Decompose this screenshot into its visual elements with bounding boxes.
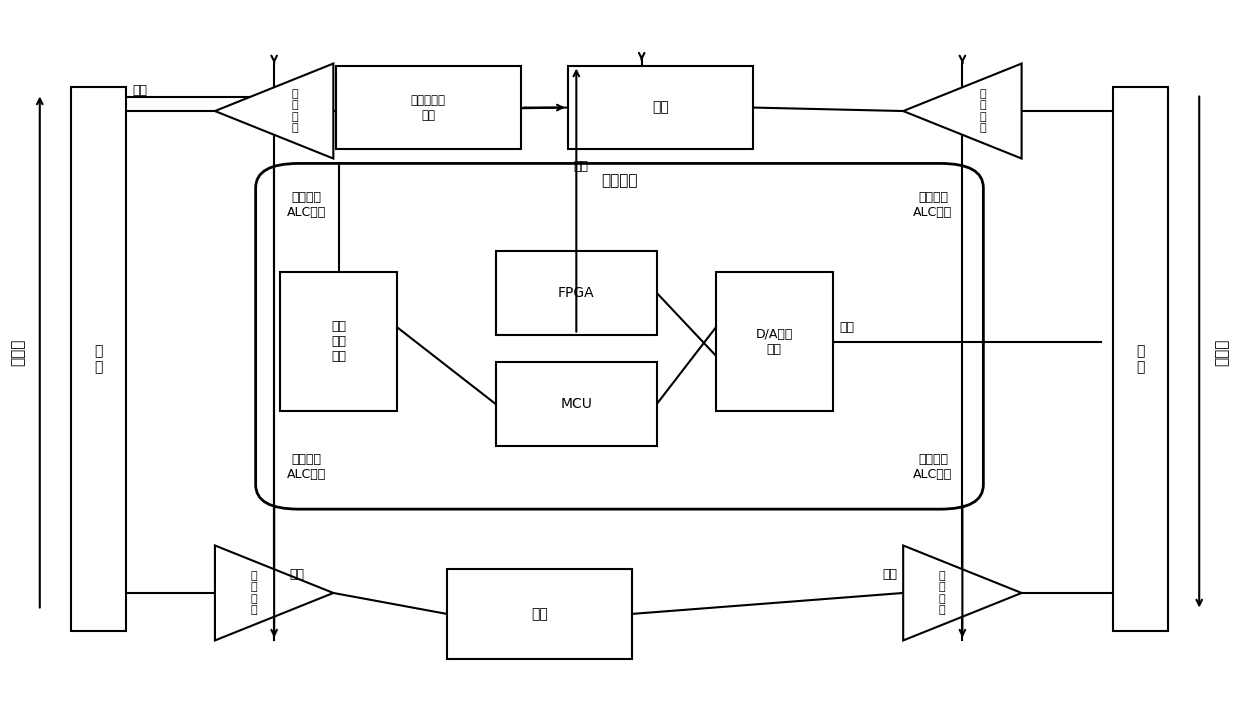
Bar bbox=[1113, 87, 1168, 631]
Text: 单时隙衰减
模块: 单时隙衰减 模块 bbox=[411, 94, 446, 122]
Text: MCU: MCU bbox=[560, 397, 592, 411]
Text: 下
行
低
噪: 下 行 低 噪 bbox=[250, 570, 256, 615]
Text: 重发端: 重发端 bbox=[1214, 339, 1229, 365]
Text: 检测: 检测 bbox=[574, 161, 589, 173]
Bar bbox=[496, 363, 657, 446]
Bar bbox=[447, 569, 632, 660]
Text: D/A控制
电路: D/A控制 电路 bbox=[756, 327, 793, 356]
Bar bbox=[567, 65, 753, 149]
Text: 下行低噪
ALC控制: 下行低噪 ALC控制 bbox=[286, 191, 326, 220]
Text: 双
工: 双 工 bbox=[1136, 344, 1145, 374]
Bar bbox=[716, 272, 833, 411]
Text: 选频: 选频 bbox=[532, 607, 548, 621]
Text: 检测: 检测 bbox=[839, 321, 854, 334]
Text: 下行功放
ALC控制: 下行功放 ALC控制 bbox=[913, 191, 953, 220]
Text: 上
行
功
放: 上 行 功 放 bbox=[291, 89, 299, 134]
Text: 检测: 检测 bbox=[289, 568, 304, 582]
Polygon shape bbox=[214, 546, 333, 641]
Text: 功率
检测
电路: 功率 检测 电路 bbox=[331, 320, 347, 363]
Text: 检测: 检测 bbox=[882, 568, 897, 582]
Bar bbox=[496, 251, 657, 334]
Text: 上行功放
ALC控制: 上行功放 ALC控制 bbox=[286, 453, 326, 482]
Text: 施主端: 施主端 bbox=[10, 339, 25, 365]
Bar bbox=[336, 65, 520, 149]
Text: 检测: 检测 bbox=[133, 84, 147, 96]
Polygon shape bbox=[903, 546, 1022, 641]
Text: 下
行
功
放: 下 行 功 放 bbox=[938, 570, 945, 615]
Text: 同步模块: 同步模块 bbox=[601, 173, 638, 189]
Polygon shape bbox=[214, 63, 333, 158]
Text: 双
工: 双 工 bbox=[94, 344, 103, 374]
Text: 选频: 选频 bbox=[652, 101, 669, 115]
Text: FPGA: FPGA bbox=[558, 286, 595, 300]
Bar bbox=[71, 87, 126, 631]
FancyBboxPatch shape bbox=[255, 163, 984, 509]
Polygon shape bbox=[903, 63, 1022, 158]
Text: 上
行
低
噪: 上 行 低 噪 bbox=[980, 89, 986, 134]
Text: 上行低噪
ALC控制: 上行低噪 ALC控制 bbox=[913, 453, 953, 482]
Bar bbox=[280, 272, 398, 411]
